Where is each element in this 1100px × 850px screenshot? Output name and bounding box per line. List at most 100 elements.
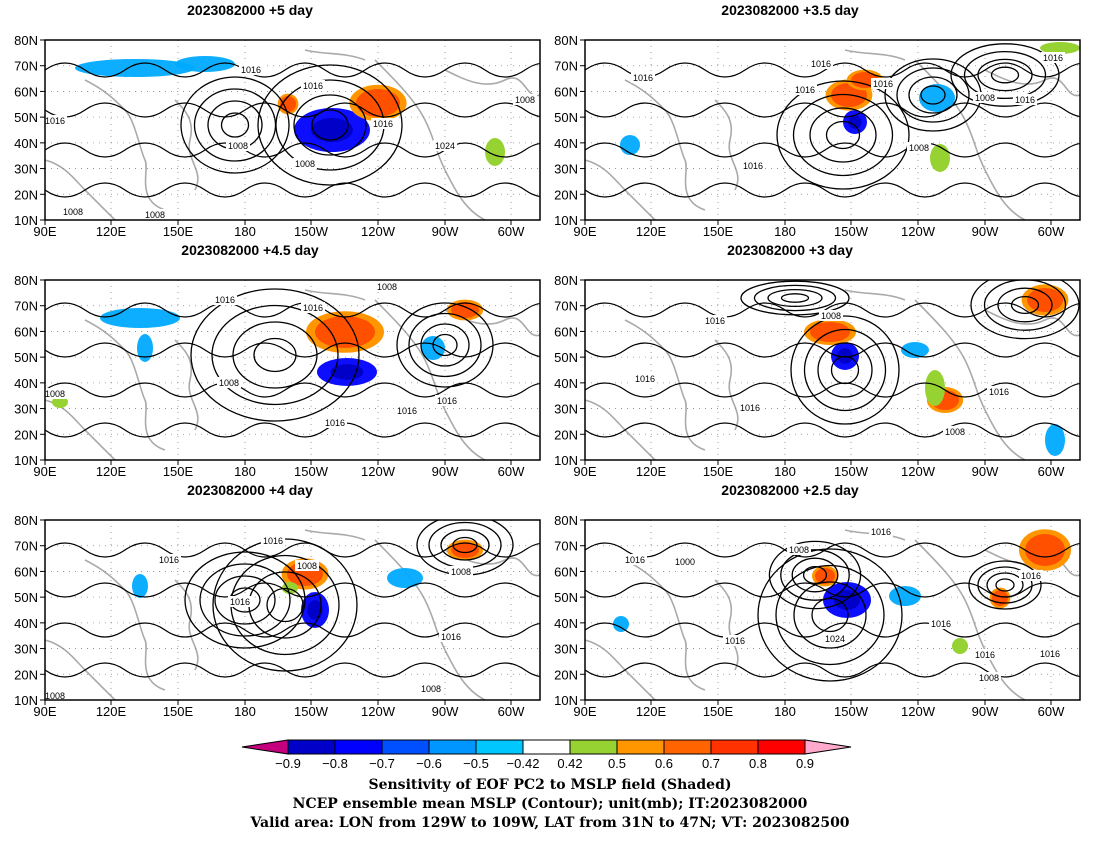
panel-title: 2023082000 +5 day	[187, 2, 313, 18]
colorbar-swatch	[569, 739, 618, 755]
map-panel-2: 2023082000 +3.5 day 1016 1016 1016 1016 1008 1…	[540, 0, 1081, 240]
lat-tick-label: 80N	[554, 33, 578, 48]
contour-label: 1008	[145, 210, 165, 220]
colorbar-tick-label: 0.5	[608, 756, 626, 771]
panel-title: 2023082000 +3.5 day	[721, 2, 859, 18]
lon-tick-label: 90W	[432, 224, 459, 239]
lat-tick-label: 60N	[554, 564, 578, 579]
colorbar-swatch	[428, 739, 477, 755]
contour-label: 1016	[1040, 649, 1060, 659]
colorbar-tick-label: 0.6	[655, 756, 673, 771]
lat-tick-label: 10N	[14, 213, 38, 228]
contour-label: 1016	[230, 597, 250, 607]
colorbar-low-extend	[241, 739, 289, 755]
lon-tick-label: 60W	[1038, 224, 1065, 239]
lon-tick-label: 150E	[703, 704, 734, 719]
caption-line-1: Sensitivity of EOF PC2 to MSLP field (Sh…	[368, 777, 732, 793]
lon-tick-label: 150W	[834, 704, 869, 719]
lat-tick-label: 40N	[14, 136, 38, 151]
lon-tick-label: 90E	[33, 224, 56, 239]
contour-label: 1016	[1021, 571, 1041, 581]
contour-label: 1016	[303, 303, 323, 313]
lat-tick-label: 80N	[554, 513, 578, 528]
colorbar-tick-label: −0.7	[369, 756, 395, 771]
map-panel-3: 2023082000 +4.5 day 1016 1016 1008 1008 1008 1…	[0, 240, 541, 480]
contour-label: 1008	[421, 684, 441, 694]
lat-tick-label: 50N	[554, 350, 578, 365]
lat-tick-label: 50N	[554, 590, 578, 605]
lon-tick-label: 90E	[573, 704, 596, 719]
lat-tick-label: 10N	[554, 453, 578, 468]
lon-tick-label: 120E	[96, 704, 127, 719]
contour-label: 1016	[1015, 95, 1035, 105]
lon-tick-label: 90E	[33, 704, 56, 719]
colorbar-tick-label: −0.6	[416, 756, 442, 771]
contour-label: 1016	[159, 555, 179, 565]
lon-tick-label: 60W	[1038, 464, 1065, 479]
lon-tick-label: 180	[234, 224, 256, 239]
lat-tick-label: 40N	[14, 376, 38, 391]
lon-tick-label: 90E	[573, 464, 596, 479]
contour-label: 1000	[675, 557, 695, 567]
lat-tick-label: 60N	[554, 324, 578, 339]
lon-tick-label: 150E	[163, 224, 194, 239]
lon-tick-label: 120W	[901, 464, 936, 479]
lon-tick-label: 90W	[432, 464, 459, 479]
lon-tick-label: 90W	[432, 704, 459, 719]
contour-label: 1008	[979, 673, 999, 683]
lat-tick-label: 20N	[14, 427, 38, 442]
lat-tick-label: 30N	[14, 642, 38, 657]
lat-tick-label: 60N	[14, 324, 38, 339]
map-svg: 1016 1016 1008 1016 1008 1016 1008 1008 80N 70N 60…	[14, 513, 541, 719]
lat-tick-label: 20N	[554, 187, 578, 202]
map-panel-6: 2023082000 +2.5 day 1016 1008 1016 1000 1016 1…	[540, 480, 1081, 720]
lon-tick-label: 90W	[972, 464, 999, 479]
lat-tick-label: 10N	[14, 453, 38, 468]
lat-tick-label: 20N	[14, 667, 38, 682]
lat-tick-label: 50N	[14, 110, 38, 125]
contour-label: 1016	[871, 527, 891, 537]
lon-tick-label: 150W	[834, 464, 869, 479]
lat-tick-label: 30N	[554, 162, 578, 177]
map-svg: 1016 1016 1016 1016 1008 1008 1024 1008 1008 1008…	[14, 33, 541, 239]
contour-label: 1008	[975, 93, 995, 103]
colorbar-tick-label: −0.42	[507, 756, 540, 771]
contour-label: 1016	[1043, 53, 1063, 63]
colorbar-tick-label: −0.5	[463, 756, 489, 771]
contour-label: 1008	[228, 141, 248, 151]
colorbar-swatch	[710, 739, 759, 755]
contour-label: 1016	[263, 536, 283, 546]
lat-tick-label: 70N	[554, 299, 578, 314]
lon-tick-label: 120W	[361, 224, 396, 239]
contour-label: 1016	[931, 619, 951, 629]
colorbar-swatch	[475, 739, 524, 755]
contour-label: 1016	[635, 374, 655, 384]
colorbar-tick-label: −0.8	[322, 756, 348, 771]
contour-label: 1016	[873, 79, 893, 89]
colorbar: −0.9 −0.8 −0.7 −0.6 −0.5 −0.42 0.42 0.5 0.6 0.7 0.…	[240, 738, 860, 777]
lat-tick-label: 60N	[554, 84, 578, 99]
contour-label: 1016	[625, 555, 645, 565]
lat-tick-label: 50N	[14, 590, 38, 605]
lat-tick-label: 80N	[14, 33, 38, 48]
lat-tick-label: 30N	[554, 642, 578, 657]
lat-tick-label: 60N	[14, 84, 38, 99]
map-svg: 1016 1008 1016 1000 1016 1016 1024 1016 1016 1016…	[554, 513, 1081, 719]
colorbar-tick-label: 0.7	[702, 756, 720, 771]
lat-tick-label: 80N	[14, 513, 38, 528]
contour-label: 1008	[297, 561, 317, 571]
contour-label: 1008	[821, 311, 841, 321]
lat-tick-label: 50N	[14, 350, 38, 365]
lat-tick-label: 20N	[14, 187, 38, 202]
contour-label: 1008	[451, 567, 471, 577]
lon-tick-label: 150E	[163, 704, 194, 719]
lat-tick-label: 10N	[554, 693, 578, 708]
lon-tick-label: 90W	[972, 224, 999, 239]
lon-tick-label: 150W	[834, 224, 869, 239]
colorbar-tick-label: 0.42	[557, 756, 582, 771]
contour-label: 1016	[975, 650, 995, 660]
lat-tick-label: 70N	[14, 59, 38, 74]
contour-label: 1008	[63, 207, 83, 217]
contour-label: 1008	[945, 427, 965, 437]
contour-label: 1016	[325, 418, 345, 428]
